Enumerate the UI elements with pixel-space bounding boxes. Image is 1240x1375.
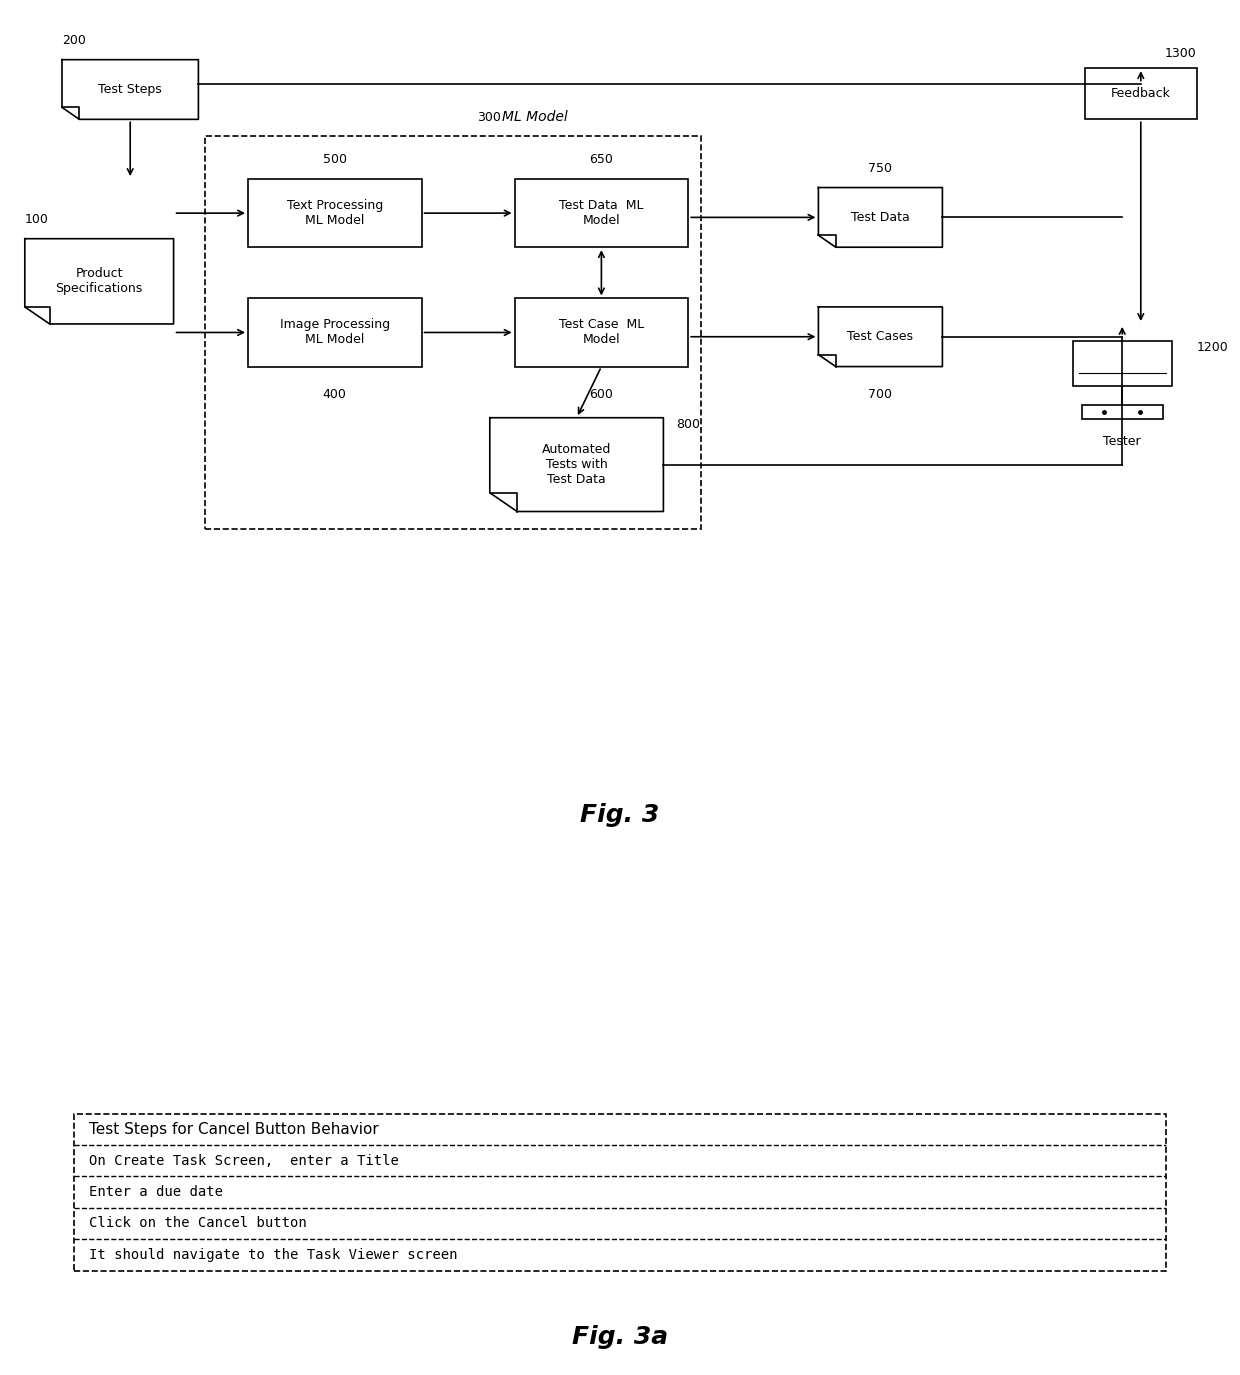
Polygon shape [490, 418, 663, 512]
Polygon shape [818, 307, 942, 367]
FancyBboxPatch shape [515, 179, 688, 248]
Text: Product
Specifications: Product Specifications [56, 267, 143, 296]
Polygon shape [818, 187, 942, 247]
FancyBboxPatch shape [515, 298, 688, 367]
Text: 100: 100 [25, 213, 48, 226]
Text: 650: 650 [589, 153, 614, 166]
Text: 750: 750 [868, 162, 893, 175]
Text: Fig. 3a: Fig. 3a [572, 1326, 668, 1349]
FancyBboxPatch shape [74, 1114, 1166, 1270]
Text: Test Cases: Test Cases [847, 330, 914, 344]
Text: Test Case  ML
Model: Test Case ML Model [559, 319, 644, 346]
Text: 1300: 1300 [1164, 47, 1197, 59]
Text: Click on the Cancel button: Click on the Cancel button [89, 1217, 308, 1231]
Text: On Create Task Screen,  enter a Title: On Create Task Screen, enter a Title [89, 1154, 399, 1167]
Text: 300: 300 [477, 110, 501, 124]
FancyBboxPatch shape [1085, 69, 1197, 120]
Text: 200: 200 [62, 34, 86, 47]
Text: It should navigate to the Task Viewer screen: It should navigate to the Task Viewer sc… [89, 1248, 458, 1262]
Text: 800: 800 [676, 418, 699, 430]
Text: Tester: Tester [1104, 434, 1141, 448]
Text: ML Model: ML Model [502, 110, 568, 124]
FancyBboxPatch shape [248, 298, 422, 367]
Text: Image Processing
ML Model: Image Processing ML Model [280, 319, 389, 346]
Text: Test Data: Test Data [851, 210, 910, 224]
Text: Feedback: Feedback [1111, 87, 1171, 100]
FancyBboxPatch shape [1073, 341, 1172, 386]
Text: 600: 600 [589, 388, 614, 401]
Text: 500: 500 [322, 153, 347, 166]
Text: Fig. 3: Fig. 3 [580, 803, 660, 826]
Text: 1200: 1200 [1197, 341, 1229, 355]
Text: Automated
Tests with
Test Data: Automated Tests with Test Data [542, 443, 611, 487]
FancyBboxPatch shape [248, 179, 422, 248]
Polygon shape [25, 239, 174, 324]
Text: Test Steps: Test Steps [98, 82, 162, 96]
Polygon shape [62, 59, 198, 120]
Text: Test Steps for Cancel Button Behavior: Test Steps for Cancel Button Behavior [89, 1122, 379, 1137]
FancyBboxPatch shape [205, 136, 701, 528]
Text: 400: 400 [322, 388, 347, 401]
Text: 700: 700 [868, 388, 893, 401]
Text: Test Data  ML
Model: Test Data ML Model [559, 199, 644, 227]
Text: Text Processing
ML Model: Text Processing ML Model [286, 199, 383, 227]
FancyBboxPatch shape [1081, 406, 1163, 419]
Text: Enter a due date: Enter a due date [89, 1185, 223, 1199]
